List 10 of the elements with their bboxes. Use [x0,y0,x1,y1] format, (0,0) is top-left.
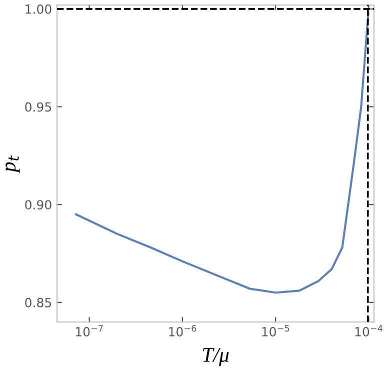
x-tick-label: 10$^{−4}$ [355,325,382,336]
x-tick-label: 10$^{−5}$ [262,325,290,336]
y-tick-label: 0.85 [25,298,52,308]
y-tick-label: 0.90 [25,200,52,210]
y-axis-title: p$_{t}$ [6,155,20,174]
y-tick-label: 0.95 [25,102,52,112]
x-tick-label: 10$^{−6}$ [169,324,196,336]
y-tick-label: 1.00 [26,4,52,14]
x-axis-title: T/μ [202,348,229,366]
x-tick-label: 10$^{−7}$ [76,325,103,336]
